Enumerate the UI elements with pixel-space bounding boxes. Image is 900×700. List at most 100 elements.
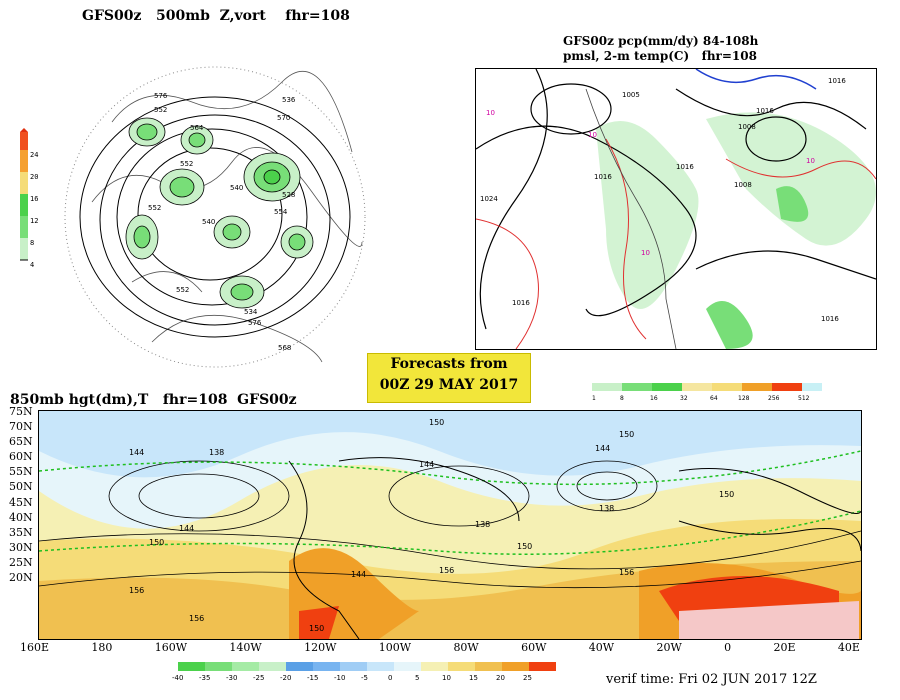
lon-label: 80W bbox=[453, 641, 479, 654]
polar-boundary bbox=[64, 66, 366, 368]
coastline bbox=[111, 71, 353, 153]
global-colorbar-label: 0 bbox=[388, 674, 393, 682]
na-precip-map: 1005 1016 1016 1008 1016 1016 1024 1016 … bbox=[475, 68, 877, 350]
vorticity-low bbox=[159, 168, 205, 206]
contour-label: 576 bbox=[154, 92, 168, 100]
global-colorbar-swatch bbox=[232, 662, 259, 671]
precip-area bbox=[596, 121, 699, 309]
contour-label: 570 bbox=[277, 114, 290, 122]
lon-label: 20W bbox=[656, 641, 682, 654]
contour-label: 1005 bbox=[622, 91, 640, 99]
lon-label: 100W bbox=[378, 641, 412, 654]
na-colorbar-label: 64 bbox=[710, 395, 718, 402]
height-contour bbox=[79, 96, 351, 338]
height-contour bbox=[39, 560, 861, 589]
contour-label: 540 bbox=[230, 184, 243, 192]
global-colorbar-swatch bbox=[394, 662, 421, 671]
precip-area bbox=[776, 186, 809, 222]
contour-label: 156 bbox=[439, 566, 454, 575]
global-colorbar-label: 15 bbox=[469, 674, 478, 682]
lat-axis-labels: 75N 70N 65N 60N 55N 50N 45N 40N 35N 30N … bbox=[9, 404, 33, 585]
contour-label: 552 bbox=[154, 106, 167, 114]
isobar bbox=[476, 125, 697, 317]
height-contour bbox=[99, 114, 331, 326]
coastline bbox=[585, 88, 677, 349]
na-colorbar-label: 16 bbox=[650, 395, 658, 402]
na-colorbar-label: 512 bbox=[798, 395, 810, 402]
contour-label: 144 bbox=[179, 524, 194, 533]
global-colorbar-label: -35 bbox=[199, 674, 211, 682]
contour-label: 576 bbox=[248, 319, 262, 327]
lon-label: 120W bbox=[304, 641, 337, 654]
global-colorbar-swatch bbox=[340, 662, 367, 671]
global-panel-title: 850mb hgt(dm),T fhr=108 GFS00z bbox=[10, 392, 297, 408]
lon-label: 60W bbox=[521, 641, 547, 654]
na-precip-colorbar: 1 8 16 32 64 128 256 512 bbox=[566, 381, 836, 403]
isotherm bbox=[725, 158, 876, 180]
lon-label: 40W bbox=[588, 641, 615, 654]
coastline bbox=[338, 457, 520, 522]
height-contour bbox=[108, 460, 290, 532]
lon-label: 20E bbox=[773, 641, 796, 654]
snow-contour bbox=[695, 69, 817, 90]
nh-polar-map: 576 552 536 570 564 552 540 552 554 540 … bbox=[64, 66, 366, 368]
contour-label: 540 bbox=[202, 218, 215, 226]
lat-label: 65N bbox=[9, 435, 33, 449]
contour-label: 1008 bbox=[734, 181, 752, 189]
global-colorbar-labels: -40 -35 -30 -25 -20 -15 -10 -5 0 5 10 15 20 25 bbox=[172, 674, 550, 682]
vorticity-low bbox=[125, 214, 159, 260]
na-panel-title-line2: pmsl, 2-m temp(C) fhr=108 bbox=[563, 49, 757, 63]
global-850mb-map: 144 138 144 150 156 156 150 150 144 138 … bbox=[38, 410, 862, 640]
na-map-svg: 1005 1016 1016 1008 1016 1016 1024 1016 … bbox=[476, 69, 876, 349]
contour-label: 1016 bbox=[821, 315, 839, 323]
global-colorbar-label: -15 bbox=[307, 674, 319, 682]
global-colorbar-swatch bbox=[475, 662, 502, 671]
contour-label: 1016 bbox=[756, 107, 774, 115]
lon-label: 160W bbox=[154, 641, 188, 654]
coastline bbox=[288, 460, 360, 639]
temp-label: 10 bbox=[486, 109, 495, 117]
contour-label: 138 bbox=[599, 504, 614, 513]
nh-colorbar-label: 24 bbox=[30, 151, 39, 159]
isotherm bbox=[605, 138, 647, 340]
global-colorbar-label: 10 bbox=[442, 674, 451, 682]
global-colorbar-swatches bbox=[178, 662, 556, 671]
global-colorbar-label: -25 bbox=[253, 674, 265, 682]
contour-label: 552 bbox=[176, 286, 189, 294]
coastline bbox=[91, 147, 363, 247]
contour-label: 552 bbox=[148, 204, 161, 212]
temp-band bbox=[39, 411, 861, 478]
contour-label: 150 bbox=[719, 490, 734, 499]
temp-isotherm bbox=[39, 510, 861, 555]
lat-label: 55N bbox=[9, 465, 33, 479]
na-colorbar-label: 1 bbox=[592, 395, 596, 402]
global-temp-colorbar: -40 -35 -30 -25 -20 -15 -10 -5 0 5 10 15 20 25 bbox=[150, 660, 590, 688]
height-contour bbox=[138, 473, 260, 519]
global-colorbar-swatch bbox=[205, 662, 232, 671]
contour-label: 156 bbox=[129, 586, 144, 595]
nh-vort-colorbar bbox=[20, 128, 28, 261]
vorticity-low bbox=[280, 225, 314, 259]
contour-label: 138 bbox=[209, 448, 224, 457]
na-colorbar-label: 256 bbox=[768, 395, 780, 402]
contour-label: 1008 bbox=[738, 123, 756, 131]
temp-label: 10 bbox=[641, 249, 650, 257]
global-colorbar-swatch bbox=[286, 662, 313, 671]
precip-area bbox=[706, 112, 876, 246]
coastline bbox=[131, 271, 203, 293]
global-colorbar-label: 20 bbox=[496, 674, 505, 682]
lat-label: 45N bbox=[9, 495, 33, 509]
verif-time: verif time: Fri 02 JUN 2017 12Z bbox=[606, 672, 817, 687]
height-contour bbox=[556, 460, 658, 512]
coastline bbox=[678, 520, 861, 552]
contour-label: 150 bbox=[517, 542, 532, 551]
temp-isotherm bbox=[39, 450, 861, 486]
na-panel-title-line1: GFS00z pcp(mm/dy) 84-108h bbox=[563, 34, 759, 48]
contour-label: 144 bbox=[129, 448, 144, 457]
global-colorbar-label: -5 bbox=[361, 674, 368, 682]
vorticity-low bbox=[180, 125, 214, 155]
lat-label: 20N bbox=[9, 571, 33, 585]
contour-label: 150 bbox=[619, 430, 634, 439]
na-colorbar-label: 128 bbox=[738, 395, 750, 402]
contour-label: 1024 bbox=[480, 195, 498, 203]
